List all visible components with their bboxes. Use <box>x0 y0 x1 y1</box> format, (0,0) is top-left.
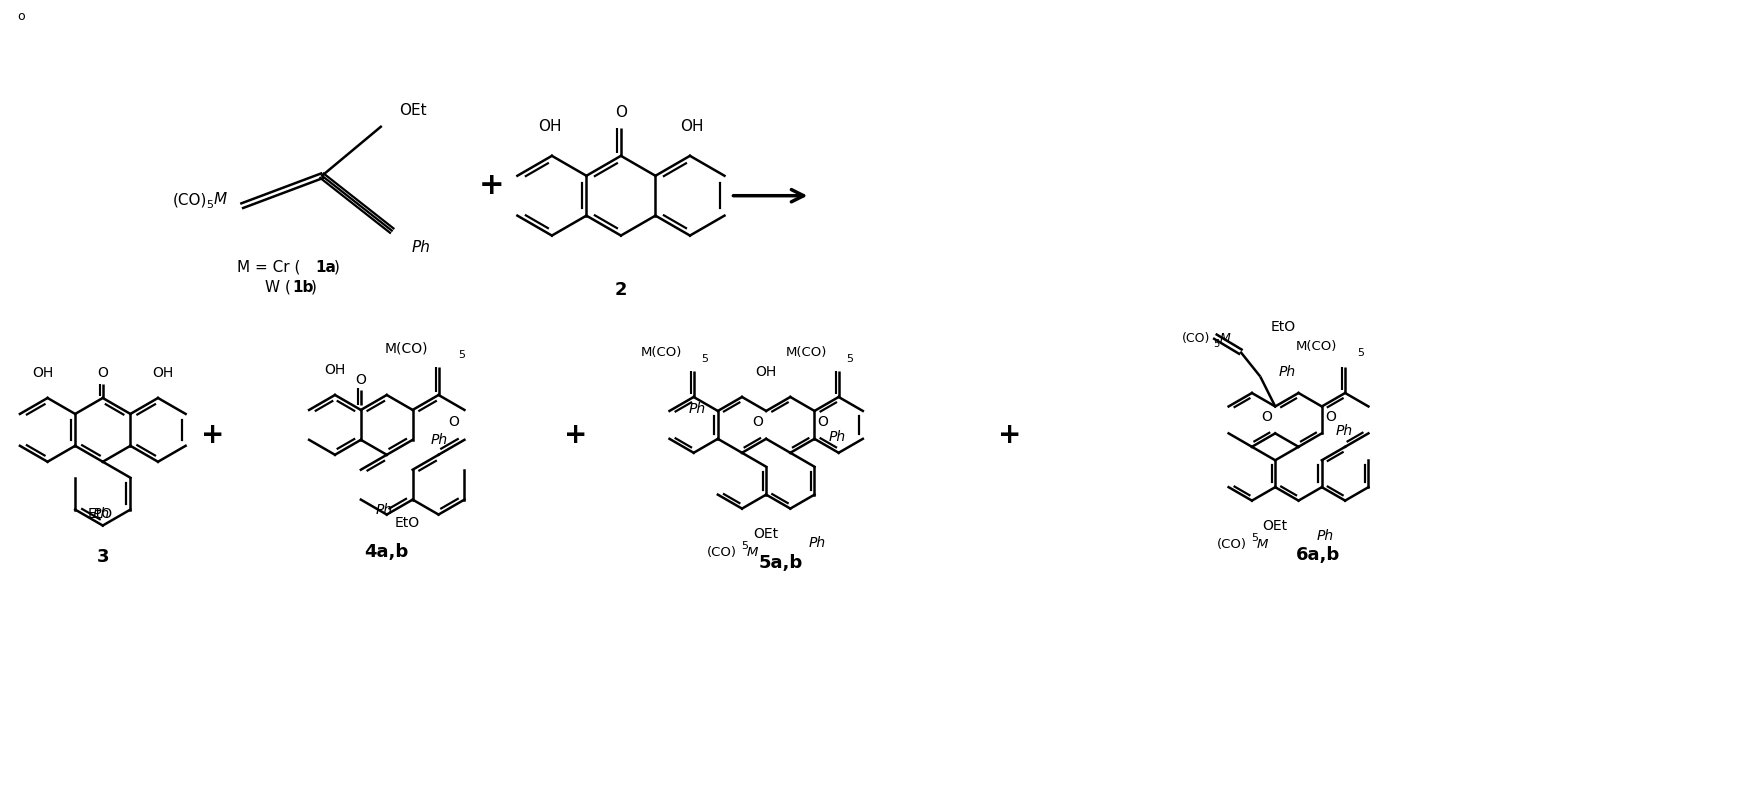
Text: OH: OH <box>681 119 704 134</box>
Text: OEt: OEt <box>1263 519 1288 532</box>
Text: +: + <box>998 421 1021 449</box>
Text: +: + <box>478 171 505 200</box>
Text: OEt: OEt <box>753 527 778 541</box>
Text: EtO: EtO <box>395 516 420 530</box>
Text: EtO: EtO <box>88 506 113 520</box>
Text: M = Cr (: M = Cr ( <box>238 260 300 275</box>
Text: 5: 5 <box>741 542 748 552</box>
Text: O: O <box>817 415 829 429</box>
Text: (CO): (CO) <box>173 192 206 207</box>
Text: 6a,b: 6a,b <box>1297 546 1341 564</box>
Text: 3: 3 <box>97 549 109 567</box>
Text: M: M <box>213 192 226 207</box>
Text: Ph: Ph <box>93 506 109 520</box>
Text: O: O <box>1325 410 1335 424</box>
Text: 5: 5 <box>459 350 466 360</box>
Text: M(CO): M(CO) <box>785 346 827 359</box>
Text: ): ) <box>310 280 318 295</box>
Text: Ph: Ph <box>430 433 448 447</box>
Text: Ph: Ph <box>411 240 430 255</box>
Text: Ph: Ph <box>829 430 845 444</box>
Text: M: M <box>1258 539 1268 552</box>
Text: Ph: Ph <box>1335 425 1353 438</box>
Text: OEt: OEt <box>399 104 427 119</box>
Text: OH: OH <box>32 366 53 380</box>
Text: 4a,b: 4a,b <box>365 543 409 561</box>
Text: 5a,b: 5a,b <box>759 554 803 572</box>
Text: M: M <box>746 546 759 560</box>
Text: M(CO): M(CO) <box>1297 340 1337 353</box>
Text: 5: 5 <box>206 199 213 210</box>
Text: (CO): (CO) <box>1182 332 1210 345</box>
Text: 5: 5 <box>702 354 709 364</box>
Text: OH: OH <box>755 365 776 379</box>
Text: Ph: Ph <box>688 402 706 416</box>
Text: (CO): (CO) <box>1217 539 1247 552</box>
Text: M: M <box>1219 332 1230 345</box>
Text: 5: 5 <box>847 354 854 364</box>
Text: +: + <box>201 421 224 449</box>
Text: 1b: 1b <box>293 280 314 295</box>
Text: (CO): (CO) <box>707 546 737 560</box>
Text: 5: 5 <box>1251 534 1258 543</box>
Text: O: O <box>1261 410 1272 424</box>
Text: M(CO): M(CO) <box>385 341 429 355</box>
Text: OH: OH <box>538 119 561 134</box>
Text: O: O <box>97 366 108 380</box>
Text: o: o <box>18 10 25 23</box>
Text: O: O <box>751 415 764 429</box>
Text: O: O <box>355 373 367 387</box>
Text: O: O <box>448 415 459 429</box>
Text: 5: 5 <box>1357 348 1364 358</box>
Text: 5: 5 <box>1214 338 1219 349</box>
Text: OH: OH <box>152 366 173 380</box>
Text: 1a: 1a <box>316 260 335 275</box>
Text: EtO: EtO <box>1270 319 1295 334</box>
Text: OH: OH <box>325 363 346 377</box>
Text: Ph: Ph <box>1279 364 1295 378</box>
Text: W (: W ( <box>265 280 291 295</box>
Text: M(CO): M(CO) <box>640 346 681 359</box>
Text: O: O <box>616 105 626 120</box>
Text: Ph: Ph <box>808 536 826 550</box>
Text: 2: 2 <box>614 281 628 299</box>
Text: ): ) <box>333 260 340 275</box>
Text: Ph: Ph <box>376 502 393 517</box>
Text: +: + <box>564 421 587 449</box>
Text: Ph: Ph <box>1316 528 1334 542</box>
